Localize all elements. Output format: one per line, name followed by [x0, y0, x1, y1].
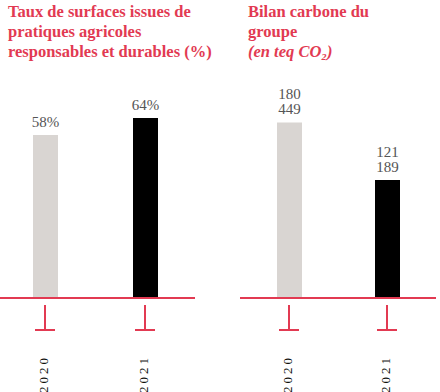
svg-text:2021: 2021 [378, 355, 393, 392]
html-text:Taux de surfaces issues de pra: Taux de surfaces issues de pratiques agr… [8, 2, 212, 61]
svg-text:2020: 2020 [280, 355, 295, 392]
svg-text:64%: 64% [132, 97, 160, 113]
svg-text:2020: 2020 [36, 355, 51, 392]
svg-text:121189: 121189 [376, 144, 399, 175]
html-text:Bilan carbone du groupe: Bilan carbone du groupe [248, 2, 369, 41]
svg-text:180449: 180449 [278, 86, 301, 117]
svg-text:58%: 58% [32, 114, 60, 130]
html-text:(en teq CO₂): (en teq CO₂) [248, 42, 333, 61]
svg-text:2021: 2021 [136, 355, 151, 392]
